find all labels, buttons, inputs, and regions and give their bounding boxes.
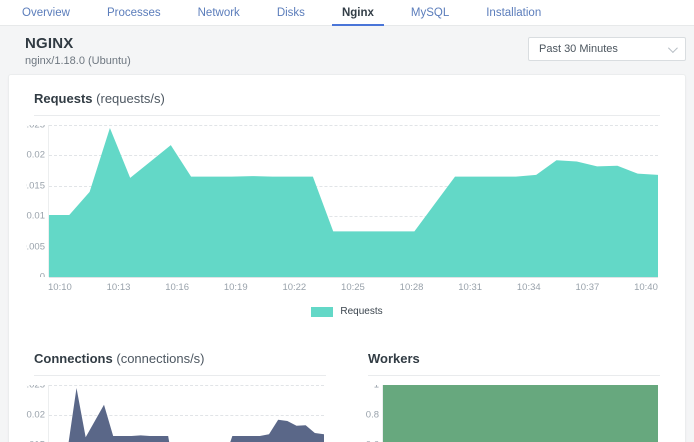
x-tick: 10:19 bbox=[223, 282, 248, 293]
page-header: NGINX nginx/1.18.0 (Ubuntu) Past 30 Minu… bbox=[0, 26, 694, 74]
requests-series-area bbox=[49, 128, 658, 277]
x-axis-baseline bbox=[49, 277, 658, 278]
workers-chart-section: Workers 1 0.8 0.6 bbox=[360, 351, 668, 442]
page-title: NGINX bbox=[25, 35, 74, 52]
y-tick: 0 bbox=[39, 271, 45, 278]
connections-area-chart bbox=[68, 388, 324, 442]
tab-mysql[interactable]: MySQL bbox=[401, 0, 459, 25]
tab-label: Disks bbox=[276, 6, 305, 19]
x-tick: 10:40 bbox=[634, 282, 658, 293]
x-tick: 10:34 bbox=[516, 282, 541, 293]
connections-plot-area[interactable] bbox=[48, 385, 324, 442]
x-tick: 10:22 bbox=[282, 282, 307, 293]
requests-legend[interactable]: Requests bbox=[26, 306, 668, 317]
time-range-select[interactable]: Past 30 Minutes bbox=[528, 37, 686, 61]
workers-y-axis: 1 0.8 0.6 bbox=[360, 385, 382, 442]
y-tick: 0.025 bbox=[26, 385, 45, 391]
x-tick: 10:25 bbox=[341, 282, 365, 293]
y-tick: 0.005 bbox=[26, 241, 45, 253]
top-tab-bar: Overview Processes Network Disks Nginx M… bbox=[0, 0, 694, 26]
tab-label: Nginx bbox=[341, 6, 374, 19]
tab-disks[interactable]: Disks bbox=[267, 0, 315, 25]
tab-label: MySQL bbox=[410, 6, 450, 19]
requests-plot-area[interactable] bbox=[48, 125, 658, 278]
time-range-value: Past 30 Minutes bbox=[539, 43, 618, 55]
title-divider bbox=[34, 115, 660, 116]
charts-card: Requests (requests/s) 0.025 0.02 0.015 0… bbox=[8, 74, 686, 442]
chart-title-text: Requests bbox=[34, 91, 93, 106]
tab-label: Installation bbox=[486, 6, 542, 19]
tab-label: Network bbox=[197, 6, 240, 19]
x-tick: 10:10 bbox=[48, 282, 72, 293]
x-tick: 10:37 bbox=[575, 282, 600, 293]
x-tick: 10:31 bbox=[458, 282, 483, 293]
legend-swatch bbox=[311, 306, 334, 317]
workers-area-chart bbox=[383, 385, 658, 442]
y-tick: 1 bbox=[373, 385, 379, 391]
y-tick: 0.015 bbox=[26, 180, 45, 192]
chart-title-unit: (connections/s) bbox=[116, 351, 205, 366]
requests-y-axis: 0.025 0.02 0.015 0.01 0.005 0 bbox=[26, 125, 48, 277]
y-tick: 0.6 bbox=[366, 440, 379, 442]
workers-plot-area[interactable] bbox=[382, 385, 658, 442]
requests-x-axis: 10:10 10:13 10:16 10:19 10:22 10:25 10:2… bbox=[48, 282, 658, 293]
chart-title-text: Workers bbox=[368, 351, 420, 366]
gridline bbox=[49, 185, 658, 187]
connections-y-axis: 0.025 0.02 0.015 bbox=[26, 385, 48, 442]
x-tick: 10:13 bbox=[106, 282, 131, 293]
legend-label: Requests bbox=[340, 306, 383, 317]
tab-installation[interactable]: Installation bbox=[476, 0, 551, 25]
title-divider bbox=[368, 375, 660, 376]
gridline bbox=[49, 216, 658, 218]
tab-overview[interactable]: Overview bbox=[12, 0, 80, 25]
workers-series-area bbox=[383, 385, 658, 442]
tab-nginx[interactable]: Nginx bbox=[331, 0, 384, 26]
requests-area-chart bbox=[49, 128, 658, 277]
workers-chart-title: Workers bbox=[360, 351, 668, 366]
gridline bbox=[49, 385, 324, 386]
requests-chart-title: Requests (requests/s) bbox=[26, 91, 668, 106]
y-tick: 0.01 bbox=[26, 210, 46, 222]
gridline bbox=[49, 155, 658, 157]
y-tick: 0.015 bbox=[26, 440, 45, 442]
y-tick: 0.025 bbox=[26, 125, 45, 131]
tab-label: Overview bbox=[22, 6, 70, 19]
y-tick: 0.02 bbox=[26, 149, 46, 161]
y-tick: 0.8 bbox=[365, 409, 379, 421]
connections-chart-title: Connections (connections/s) bbox=[26, 351, 334, 366]
chart-title-unit: (requests/s) bbox=[96, 91, 165, 106]
tab-processes[interactable]: Processes bbox=[97, 0, 171, 25]
connections-chart-section: Connections (connections/s) 0.025 0.02 0… bbox=[26, 351, 334, 442]
gridline bbox=[49, 415, 324, 416]
y-tick: 0.02 bbox=[26, 409, 46, 421]
connections-series-area bbox=[68, 388, 324, 442]
requests-chart-section: Requests (requests/s) 0.025 0.02 0.015 0… bbox=[26, 91, 668, 317]
tab-label: Processes bbox=[106, 6, 161, 19]
chevron-down-icon bbox=[667, 42, 678, 53]
title-divider bbox=[34, 375, 326, 376]
tab-network[interactable]: Network bbox=[188, 0, 250, 25]
x-tick: 10:16 bbox=[165, 282, 189, 293]
x-tick: 10:28 bbox=[399, 282, 424, 293]
chart-title-text: Connections bbox=[34, 351, 113, 366]
page-subtitle: nginx/1.18.0 (Ubuntu) bbox=[25, 55, 131, 67]
gridline bbox=[49, 125, 658, 126]
